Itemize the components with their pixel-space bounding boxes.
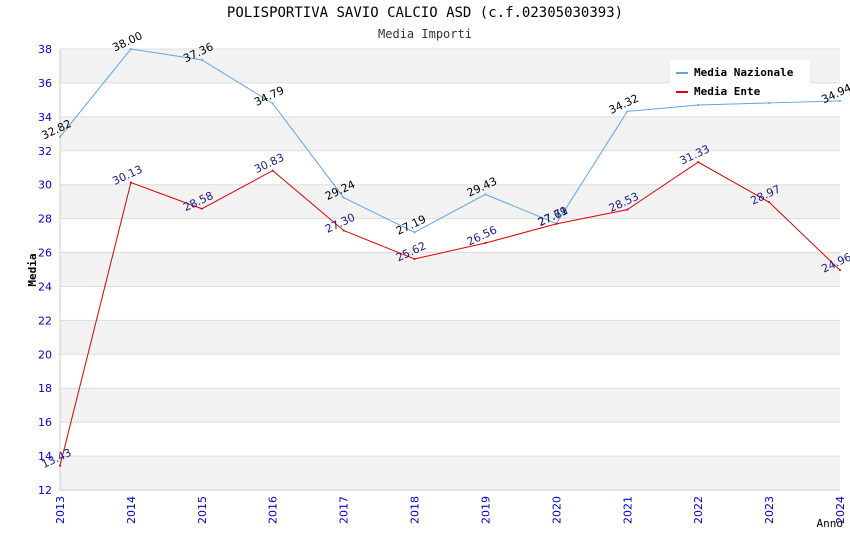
data-point-1 bbox=[413, 257, 416, 260]
data-point-0 bbox=[200, 58, 203, 61]
data-point-1 bbox=[484, 242, 487, 245]
data-point-0 bbox=[59, 135, 61, 138]
x-tick-label: 2017 bbox=[338, 496, 351, 524]
series-line-0 bbox=[59, 48, 841, 233]
y-tick-label: 34 bbox=[38, 111, 52, 124]
data-label-1: 30.13 bbox=[110, 163, 144, 188]
grid-band bbox=[60, 456, 840, 490]
data-point-1 bbox=[626, 208, 629, 211]
x-axis-title: Anno bbox=[817, 517, 844, 530]
x-tick-label: 2023 bbox=[763, 496, 776, 524]
data-point-0 bbox=[413, 231, 416, 234]
x-tick-label: 2013 bbox=[54, 496, 67, 524]
y-tick-label: 28 bbox=[38, 213, 52, 226]
y-tick-label: 36 bbox=[38, 77, 52, 90]
y-tick-label: 12 bbox=[38, 484, 52, 497]
chart-subtitle: Media Importi bbox=[378, 27, 472, 41]
data-point-1 bbox=[697, 161, 700, 164]
x-tick-label: 2015 bbox=[196, 496, 209, 524]
grid-band bbox=[60, 252, 840, 287]
data-label-0: 34.94 bbox=[819, 81, 850, 106]
data-point-1 bbox=[200, 207, 203, 210]
y-tick-label: 14 bbox=[38, 450, 52, 463]
y-axis-title: Media bbox=[26, 253, 39, 286]
data-point-0 bbox=[129, 48, 132, 50]
x-tick-label: 2014 bbox=[125, 496, 138, 524]
x-tick-label: 2021 bbox=[621, 496, 634, 524]
data-point-1 bbox=[839, 269, 841, 272]
data-point-0 bbox=[342, 196, 345, 199]
grid-band bbox=[60, 320, 840, 355]
x-tick-label: 2024 bbox=[834, 496, 847, 524]
data-point-1 bbox=[555, 222, 558, 225]
chart-title: POLISPORTIVA SAVIO CALCIO ASD (c.f.02305… bbox=[226, 5, 624, 21]
data-label-0: 34.79 bbox=[252, 84, 286, 109]
x-tick-label: 2018 bbox=[409, 496, 422, 524]
data-point-1 bbox=[129, 181, 132, 184]
data-point-0 bbox=[839, 99, 841, 102]
data-point-1 bbox=[342, 229, 345, 232]
y-tick-label: 22 bbox=[38, 314, 52, 327]
grid-band bbox=[60, 388, 840, 423]
legend-label-0: Media Nazionale bbox=[694, 66, 794, 79]
data-point-0 bbox=[271, 102, 274, 105]
y-tick-label: 16 bbox=[38, 416, 52, 429]
x-tick-label: 2020 bbox=[550, 496, 563, 524]
data-point-0 bbox=[697, 103, 700, 106]
y-tick-label: 32 bbox=[38, 145, 52, 158]
legend-label-1: Media Ente bbox=[694, 85, 761, 98]
x-tick-label: 2016 bbox=[267, 496, 280, 524]
x-tick-label: 2022 bbox=[692, 496, 705, 524]
y-tick-label: 30 bbox=[38, 179, 52, 192]
y-tick-label: 38 bbox=[38, 43, 52, 56]
data-point-1 bbox=[768, 201, 771, 204]
data-point-0 bbox=[768, 101, 771, 104]
series-line-1 bbox=[59, 161, 841, 466]
y-tick-label: 20 bbox=[38, 348, 52, 361]
grid-band bbox=[60, 116, 840, 151]
legend-box bbox=[670, 60, 810, 100]
y-tick-label: 18 bbox=[38, 382, 52, 395]
y-tick-label: 26 bbox=[38, 247, 52, 260]
x-tick-label: 2019 bbox=[479, 496, 492, 524]
data-label-0: 34.32 bbox=[607, 92, 641, 117]
data-point-0 bbox=[484, 193, 487, 196]
data-point-1 bbox=[59, 464, 61, 467]
y-tick-label: 24 bbox=[38, 280, 52, 293]
data-point-1 bbox=[271, 169, 274, 172]
data-label-1: 26.56 bbox=[465, 223, 499, 248]
data-point-0 bbox=[626, 110, 629, 113]
